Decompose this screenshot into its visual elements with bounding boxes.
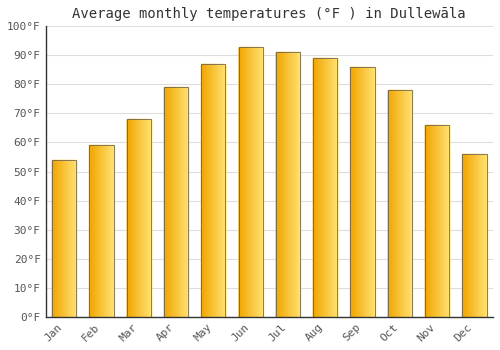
Bar [90, 145, 114, 317]
Bar [238, 47, 263, 317]
Bar [126, 119, 151, 317]
Bar [462, 154, 486, 317]
Bar [313, 58, 338, 317]
Bar [350, 67, 374, 317]
Bar [52, 160, 76, 317]
Title: Average monthly temperatures (°F ) in Dullewāla: Average monthly temperatures (°F ) in Du… [72, 7, 466, 21]
Bar [425, 125, 449, 317]
Bar [276, 52, 300, 317]
Bar [388, 90, 412, 317]
Bar [201, 64, 226, 317]
Bar [164, 87, 188, 317]
